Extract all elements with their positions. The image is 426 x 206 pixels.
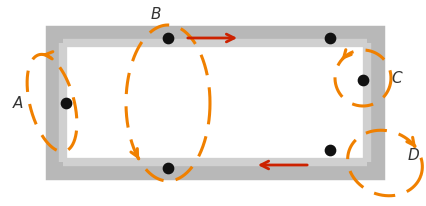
Point bbox=[359, 78, 366, 82]
Text: A: A bbox=[13, 96, 23, 110]
Point bbox=[164, 166, 171, 170]
Point bbox=[326, 148, 333, 152]
Text: C: C bbox=[391, 70, 401, 85]
Point bbox=[63, 101, 69, 105]
Point bbox=[164, 36, 171, 40]
Polygon shape bbox=[63, 43, 366, 162]
Point bbox=[326, 36, 333, 40]
Text: B: B bbox=[150, 7, 161, 21]
Text: D: D bbox=[406, 147, 418, 163]
FancyBboxPatch shape bbox=[55, 35, 374, 170]
